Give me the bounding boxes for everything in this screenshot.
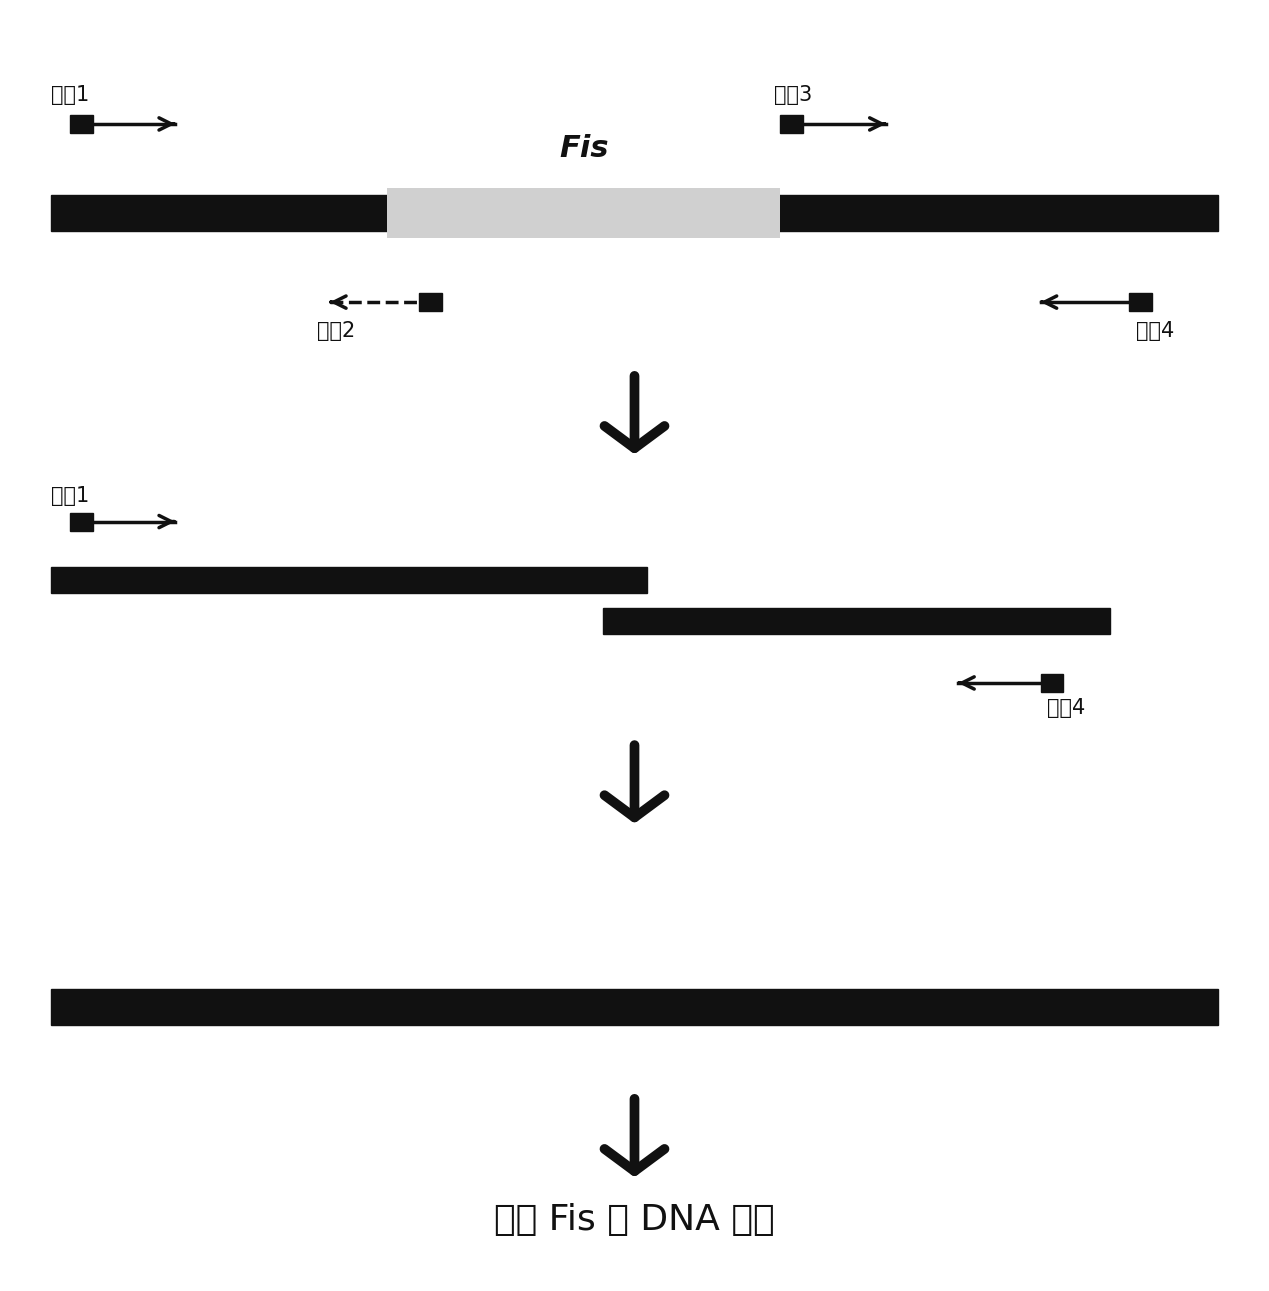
Bar bbox=[387, 188, 780, 238]
Text: 引牲1: 引牲1 bbox=[51, 487, 89, 506]
Bar bbox=[51, 567, 647, 593]
Bar bbox=[70, 115, 93, 133]
Text: 引牲4: 引牲4 bbox=[1047, 698, 1085, 718]
Bar bbox=[603, 608, 1110, 634]
Bar bbox=[780, 115, 803, 133]
Text: Fis: Fis bbox=[558, 134, 609, 163]
Bar bbox=[1041, 674, 1063, 692]
Bar bbox=[387, 188, 780, 238]
Text: 引牲3: 引牲3 bbox=[774, 85, 812, 105]
Text: 缺失 Fis 的 DNA 片段: 缺失 Fis 的 DNA 片段 bbox=[494, 1203, 775, 1237]
Bar bbox=[419, 293, 442, 311]
Text: 引牲4: 引牲4 bbox=[1136, 321, 1174, 341]
Text: 引牲1: 引牲1 bbox=[51, 85, 89, 105]
Bar bbox=[70, 513, 93, 531]
Bar bbox=[51, 195, 1218, 231]
Bar bbox=[1129, 293, 1152, 311]
Text: 引牲2: 引牲2 bbox=[317, 321, 355, 341]
Bar bbox=[51, 989, 1218, 1025]
